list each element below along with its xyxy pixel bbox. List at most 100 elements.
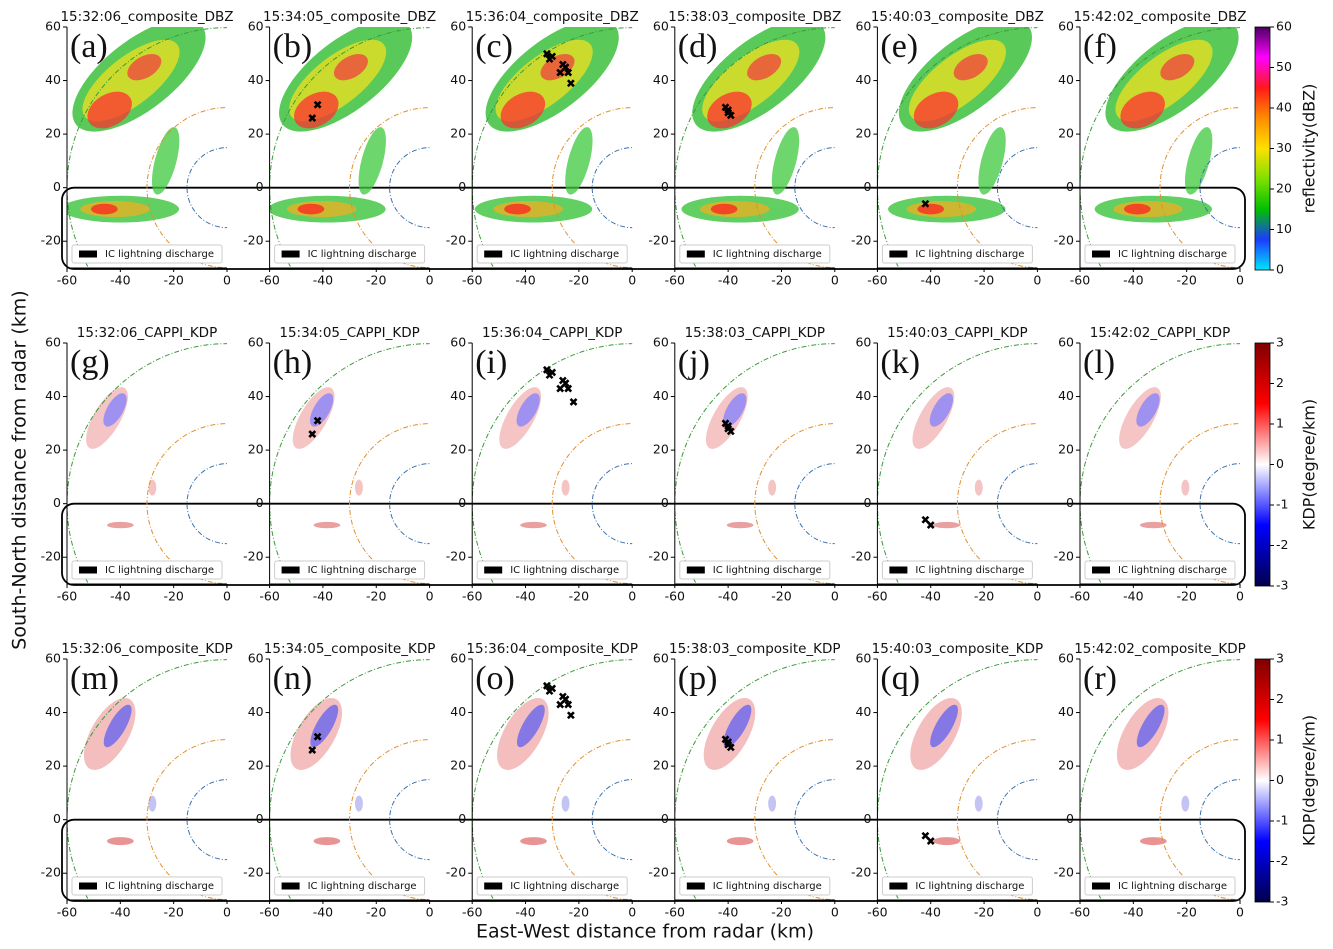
radar-echo <box>768 479 777 496</box>
lightning-marker <box>556 384 565 393</box>
panel-label: (d) <box>678 28 718 65</box>
x-tick-label: -20 <box>366 589 386 604</box>
y-tick-label: -20 <box>446 865 466 880</box>
x-tick-label: 0 <box>223 905 231 920</box>
panel-label: (q) <box>880 660 920 697</box>
range-ring <box>349 739 430 900</box>
x-tick-label: 0 <box>1033 905 1041 920</box>
colorbar <box>1254 342 1271 587</box>
x-tick-label: -40 <box>1123 273 1143 288</box>
range-ring <box>1080 659 1240 900</box>
legend-swatch <box>686 250 705 258</box>
radar-echo <box>516 393 540 427</box>
legend-label: IC lightning discharge <box>308 565 417 576</box>
radar-echo <box>565 127 593 195</box>
x-tick-label: -60 <box>57 905 77 920</box>
y-tick-label: 20 <box>653 442 669 457</box>
x-tick-label: -60 <box>1070 905 1090 920</box>
x-tick-label: -20 <box>771 273 791 288</box>
y-tick-label: 0 <box>256 495 264 510</box>
x-tick-label: 0 <box>1236 273 1244 288</box>
y-tick-label: 60 <box>45 651 61 666</box>
radar-echo <box>723 393 747 427</box>
panel-label: (n) <box>273 660 313 697</box>
legend-box <box>476 560 628 580</box>
lightning-marker <box>564 700 573 709</box>
colorbar-tick-label: -1 <box>1276 813 1288 828</box>
x-tick-label: -40 <box>921 589 941 604</box>
radar-echo <box>710 203 738 215</box>
radar-echo <box>726 521 754 529</box>
legend-box <box>1084 560 1236 580</box>
y-tick-label: 40 <box>450 388 466 403</box>
colorbar-tick-label: 50 <box>1276 59 1292 74</box>
colorbar-tick-label: 0 <box>1276 456 1284 471</box>
panel-label: (e) <box>880 28 918 65</box>
x-tick-label: -20 <box>163 273 183 288</box>
x-tick-label: -20 <box>163 589 183 604</box>
legend-box <box>476 876 628 896</box>
colorbar <box>1254 26 1271 271</box>
x-tick-label: -40 <box>313 589 333 604</box>
x-tick-label: -40 <box>921 273 941 288</box>
radar-echo <box>1140 521 1167 529</box>
y-tick-label: 60 <box>1058 651 1074 666</box>
range-ring <box>956 423 1038 584</box>
range-ring <box>146 423 227 584</box>
radar-echo <box>313 837 341 846</box>
lightning-marker <box>726 111 735 120</box>
colorbar-tick-label: -2 <box>1276 537 1288 552</box>
x-tick-label: 0 <box>1033 273 1041 288</box>
range-ring <box>754 107 835 268</box>
y-tick-label: 40 <box>1058 704 1074 719</box>
x-tick-label: -20 <box>366 905 386 920</box>
y-tick-label: 40 <box>450 704 466 719</box>
radar-echo <box>723 704 752 748</box>
lightning-marker <box>308 430 317 438</box>
y-tick-label: 20 <box>855 758 871 773</box>
colorbar-tick-label: 60 <box>1276 19 1292 34</box>
y-tick-label: 0 <box>53 495 61 510</box>
y-axis-label: South-North distance from radar (km) <box>9 290 31 649</box>
panel: -60 -40 -20 0 -20 0 20 40 6015:36:04_composite_D… <box>446 9 639 288</box>
panel: -60 -40 -20 0 -20 0 20 40 6015:32:06_composite_K… <box>41 641 233 920</box>
legend-box <box>679 244 831 264</box>
panel: -60 -40 -20 0 -20 0 20 40 60 15:32:06_CAPPI_KDP (g… <box>41 325 231 604</box>
y-tick-label: -20 <box>648 549 668 564</box>
y-tick-label: 40 <box>45 72 61 87</box>
lightning-marker <box>308 746 317 754</box>
x-tick-label: -20 <box>569 589 589 604</box>
y-tick-label: 0 <box>256 811 264 826</box>
legend-label: IC lightning discharge <box>308 881 417 892</box>
x-tick-label: -20 <box>1176 905 1196 920</box>
radar-echo <box>313 521 341 529</box>
panel: -60 -40 -20 0 -20 0 20 40 6015:42:02_composite_K… <box>1054 641 1246 920</box>
lightning-marker <box>542 365 551 374</box>
x-tick-label: 0 <box>831 273 839 288</box>
panel: -60 -40 -20 0 -20 0 20 40 60 15:38:03_CAPPI_KDP (j… <box>648 325 838 604</box>
x-tick-label: -20 <box>163 905 183 920</box>
legend-label: IC lightning discharge <box>713 565 822 576</box>
x-tick-label: -20 <box>771 589 791 604</box>
y-tick-label: 40 <box>248 704 264 719</box>
radar-echo <box>520 837 547 846</box>
panel-label: (c) <box>475 28 513 65</box>
x-tick-label: -40 <box>718 905 738 920</box>
radar-echo <box>726 837 754 846</box>
radar-echo <box>103 704 132 748</box>
colorbar-tick-label: 20 <box>1276 181 1292 196</box>
colorbar-tick-label: 10 <box>1276 221 1292 236</box>
y-tick-label: 0 <box>458 811 466 826</box>
radar-echo <box>333 54 368 81</box>
y-tick-label: 20 <box>248 442 264 457</box>
lightning-marker <box>545 55 554 64</box>
x-tick-label: -40 <box>718 273 738 288</box>
colorbar-tick-label: 3 <box>1276 651 1284 666</box>
panel-label: (o) <box>475 660 515 697</box>
radar-echo <box>929 393 954 427</box>
panel: -60 -40 -20 0 -20 0 20 40 6015:34:05_composite_D… <box>243 9 436 288</box>
legend-label: IC lightning discharge <box>510 565 619 576</box>
x-tick-label: 0 <box>628 273 636 288</box>
radar-echo <box>933 521 961 529</box>
colorbar-tick-label: 1 <box>1276 416 1284 431</box>
